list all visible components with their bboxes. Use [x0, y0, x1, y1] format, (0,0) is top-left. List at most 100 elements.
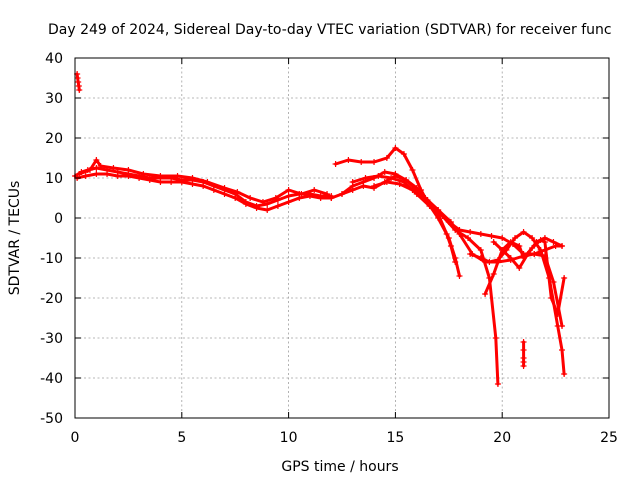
data-point — [360, 183, 367, 189]
data-point — [200, 183, 207, 189]
data-point — [311, 187, 318, 193]
data-point — [157, 179, 164, 185]
data-point — [396, 181, 403, 187]
data-point — [520, 339, 527, 345]
y-tick-label: 10 — [45, 171, 63, 187]
data-point — [358, 159, 365, 165]
data-point — [520, 347, 527, 353]
data-point — [82, 173, 89, 179]
series-track-b — [332, 145, 459, 265]
data-point — [349, 187, 356, 193]
data-point — [210, 187, 217, 193]
data-point — [140, 171, 147, 177]
chart-title: Day 249 of 2024, Sidereal Day-to-day VTE… — [48, 22, 612, 38]
data-point — [554, 311, 561, 317]
data-point — [247, 195, 254, 201]
x-tick-label: 25 — [600, 430, 618, 446]
data-point — [443, 231, 450, 237]
data-point — [371, 183, 378, 189]
data-point — [74, 75, 81, 81]
data-point — [234, 189, 241, 195]
data-series — [72, 71, 568, 387]
data-point — [467, 251, 474, 257]
data-point — [93, 165, 100, 171]
data-point — [550, 279, 557, 285]
data-point — [531, 251, 538, 257]
data-point — [221, 185, 228, 191]
data-point — [272, 195, 279, 201]
data-point — [285, 187, 292, 193]
x-tick-label: 0 — [71, 430, 80, 446]
data-point — [507, 255, 514, 261]
data-point — [561, 371, 568, 377]
data-point — [561, 275, 568, 281]
data-point — [447, 243, 454, 249]
data-point — [490, 271, 497, 277]
y-tick-label: 40 — [45, 51, 63, 67]
data-point — [494, 381, 501, 387]
series-line — [351, 174, 500, 386]
data-point — [465, 235, 472, 241]
data-point — [477, 247, 484, 253]
x-tick-label: 15 — [386, 430, 404, 446]
series-track-main-c — [76, 157, 331, 205]
data-point — [317, 195, 324, 201]
y-tick-label: 20 — [45, 131, 63, 147]
data-point — [93, 157, 100, 163]
data-point — [524, 251, 531, 257]
data-point — [537, 247, 544, 253]
data-point — [482, 291, 489, 297]
data-point — [409, 167, 416, 173]
data-point — [136, 175, 143, 181]
data-point — [520, 363, 527, 369]
series-isolated-2 — [520, 339, 527, 369]
series-track-h — [490, 235, 566, 271]
data-point — [253, 205, 260, 211]
data-point — [392, 145, 399, 151]
series-line — [468, 230, 566, 376]
data-point — [520, 229, 527, 235]
data-point — [298, 191, 305, 197]
data-point — [550, 239, 557, 245]
data-point — [381, 169, 388, 175]
data-point — [264, 207, 271, 213]
data-point — [204, 179, 211, 185]
series-isolated-1 — [74, 71, 83, 93]
data-point — [507, 239, 514, 245]
data-point — [559, 243, 566, 249]
data-point — [447, 219, 454, 225]
x-tick-label: 20 — [493, 430, 511, 446]
data-point — [486, 259, 493, 265]
data-point — [285, 199, 292, 205]
data-point — [488, 233, 495, 239]
data-point — [259, 199, 266, 205]
data-point — [548, 295, 555, 301]
data-point — [76, 171, 83, 177]
y-tick-label: -10 — [40, 251, 63, 267]
series-track-d — [349, 173, 501, 387]
data-point — [339, 191, 345, 197]
data-point — [477, 255, 484, 261]
grid — [75, 58, 609, 418]
data-point — [157, 173, 164, 179]
data-point — [110, 165, 117, 171]
data-point — [383, 155, 390, 161]
data-point — [490, 239, 497, 245]
data-point — [422, 195, 429, 201]
data-point — [125, 167, 132, 173]
data-point — [559, 347, 566, 353]
data-point — [533, 239, 540, 245]
x-tick-label: 5 — [177, 430, 186, 446]
data-point — [324, 191, 331, 197]
y-tick-label: 30 — [45, 91, 63, 107]
series-track-f — [467, 229, 568, 377]
data-point — [477, 231, 484, 237]
data-point — [93, 171, 100, 177]
data-point — [492, 335, 499, 341]
data-point — [125, 173, 132, 179]
data-point — [383, 179, 390, 185]
series-line — [329, 170, 461, 278]
data-point — [516, 265, 523, 271]
data-point — [375, 173, 382, 179]
